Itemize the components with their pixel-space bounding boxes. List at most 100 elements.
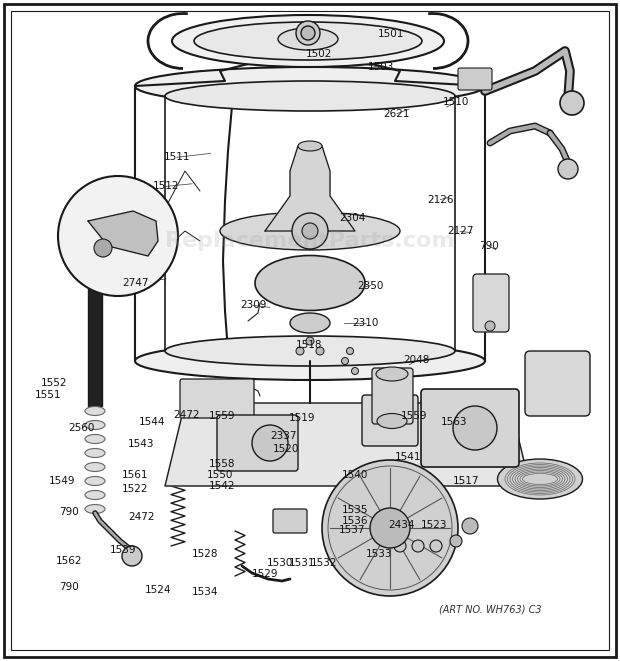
Text: 1558: 1558 <box>209 459 235 469</box>
Text: 2560: 2560 <box>69 423 95 434</box>
Circle shape <box>450 535 462 547</box>
Circle shape <box>296 21 320 45</box>
Text: 1501: 1501 <box>378 29 404 40</box>
FancyBboxPatch shape <box>525 351 590 416</box>
Text: 1536: 1536 <box>342 516 368 526</box>
Text: 2472: 2472 <box>173 410 199 420</box>
Ellipse shape <box>85 434 105 444</box>
Circle shape <box>558 159 578 179</box>
Ellipse shape <box>278 28 338 50</box>
Text: 790: 790 <box>60 582 79 592</box>
Circle shape <box>347 348 353 354</box>
FancyBboxPatch shape <box>421 389 519 467</box>
Text: 2309: 2309 <box>240 300 266 311</box>
Ellipse shape <box>165 336 455 366</box>
Text: 1534: 1534 <box>192 586 218 597</box>
Text: 1537: 1537 <box>339 525 365 535</box>
Circle shape <box>316 347 324 355</box>
Text: ReplacementParts.com: ReplacementParts.com <box>165 231 455 251</box>
Ellipse shape <box>194 22 422 60</box>
Text: 1503: 1503 <box>368 62 394 73</box>
Ellipse shape <box>165 81 455 111</box>
Text: 2472: 2472 <box>128 512 154 522</box>
Text: 1529: 1529 <box>252 568 278 579</box>
Circle shape <box>430 540 442 552</box>
Circle shape <box>352 368 358 375</box>
FancyBboxPatch shape <box>362 395 418 446</box>
Text: 1543: 1543 <box>128 439 154 449</box>
Text: 1531: 1531 <box>290 558 316 568</box>
Ellipse shape <box>85 407 105 416</box>
Text: 1523: 1523 <box>421 520 447 531</box>
Ellipse shape <box>135 342 485 380</box>
Text: 2048: 2048 <box>404 355 430 366</box>
FancyBboxPatch shape <box>273 509 307 533</box>
Ellipse shape <box>172 15 444 67</box>
Ellipse shape <box>85 477 105 485</box>
Text: 1552: 1552 <box>42 378 68 389</box>
Text: 2434: 2434 <box>389 520 415 531</box>
Text: 1530: 1530 <box>267 558 293 568</box>
FancyBboxPatch shape <box>372 368 413 424</box>
Circle shape <box>301 26 315 40</box>
Text: 1517: 1517 <box>453 476 479 486</box>
Text: 1533: 1533 <box>366 549 392 559</box>
Text: 1549: 1549 <box>49 476 75 486</box>
FancyBboxPatch shape <box>217 415 298 471</box>
Circle shape <box>462 518 478 534</box>
Text: 1559: 1559 <box>401 411 427 422</box>
Text: 1561: 1561 <box>122 469 148 480</box>
Text: 1511: 1511 <box>164 152 190 163</box>
Text: 1528: 1528 <box>192 549 218 559</box>
Ellipse shape <box>85 490 105 500</box>
Text: 1512: 1512 <box>153 181 179 192</box>
Circle shape <box>560 91 584 115</box>
Text: 790: 790 <box>479 241 498 251</box>
Ellipse shape <box>377 414 407 428</box>
Text: 2304: 2304 <box>339 213 365 223</box>
Text: 1544: 1544 <box>139 416 165 427</box>
Text: 2126: 2126 <box>427 194 453 205</box>
Text: 1539: 1539 <box>110 545 136 555</box>
Circle shape <box>394 540 406 552</box>
Text: (ART NO. WH763) C3: (ART NO. WH763) C3 <box>439 604 541 614</box>
Text: 1542: 1542 <box>209 481 235 491</box>
Text: 2127: 2127 <box>447 226 473 237</box>
FancyBboxPatch shape <box>180 379 254 418</box>
Circle shape <box>94 239 112 257</box>
Text: 1559: 1559 <box>209 411 235 422</box>
Circle shape <box>292 213 328 249</box>
Text: 2350: 2350 <box>358 280 384 291</box>
Text: 2747: 2747 <box>122 278 148 288</box>
FancyBboxPatch shape <box>88 266 102 406</box>
Ellipse shape <box>290 313 330 333</box>
FancyBboxPatch shape <box>473 274 509 332</box>
Circle shape <box>322 460 458 596</box>
Circle shape <box>453 406 497 450</box>
Text: 1551: 1551 <box>35 390 61 401</box>
Text: 1510: 1510 <box>443 97 469 108</box>
Text: 1522: 1522 <box>122 484 148 494</box>
Text: 1541: 1541 <box>395 452 421 463</box>
Ellipse shape <box>85 463 105 471</box>
Circle shape <box>122 546 142 566</box>
Polygon shape <box>88 211 158 256</box>
Circle shape <box>296 347 304 355</box>
Text: 790: 790 <box>60 507 79 518</box>
Ellipse shape <box>85 420 105 430</box>
Ellipse shape <box>135 67 485 105</box>
Text: 1563: 1563 <box>441 416 467 427</box>
Text: 2337: 2337 <box>271 431 297 442</box>
Polygon shape <box>165 403 530 486</box>
Ellipse shape <box>497 459 583 499</box>
Circle shape <box>306 337 314 345</box>
Ellipse shape <box>85 504 105 514</box>
Text: 1562: 1562 <box>56 555 82 566</box>
Text: 1535: 1535 <box>342 505 368 516</box>
Polygon shape <box>265 146 355 231</box>
Ellipse shape <box>220 212 400 250</box>
Circle shape <box>302 223 318 239</box>
Text: 2621: 2621 <box>384 108 410 119</box>
Circle shape <box>370 508 410 548</box>
Ellipse shape <box>376 367 408 381</box>
